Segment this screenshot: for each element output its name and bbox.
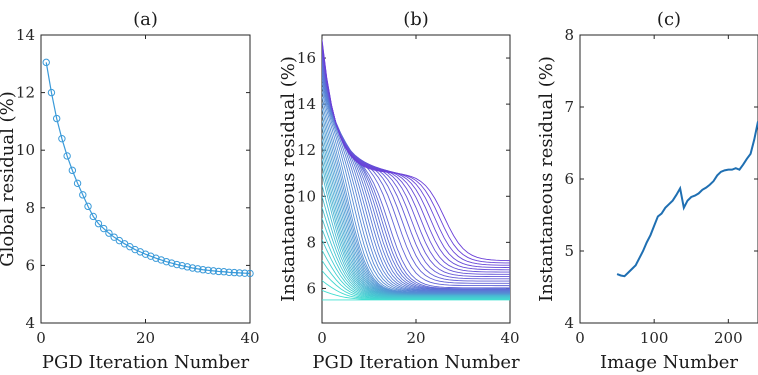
data-point — [162, 257, 171, 266]
data-point — [105, 229, 113, 237]
panel-label: (b) — [403, 9, 429, 30]
data-point — [73, 179, 82, 188]
y-tick-label: 14 — [297, 95, 316, 113]
y-tick-label: 7 — [564, 98, 574, 116]
x-tick-label: 40 — [240, 329, 259, 347]
y-tick-label: 5 — [564, 242, 574, 260]
data-point — [199, 266, 207, 274]
plot-frame — [579, 34, 758, 324]
y-tick-label: 4 — [25, 314, 35, 332]
y-tick-label: 10 — [297, 187, 316, 205]
panel-c: 0 100 200 4 5 6 7 8 (c) Image Number Instantaneous… — [536, 9, 758, 373]
x-tick-label: 0 — [36, 329, 46, 347]
x-tick-label: 0 — [317, 329, 327, 347]
data-point — [141, 250, 150, 258]
y-tick-label: 4 — [564, 314, 574, 332]
y-tick-label: 12 — [16, 84, 35, 102]
panel-label: (c) — [657, 9, 681, 30]
y-tick-label: 6 — [306, 279, 316, 297]
x-tick-label: 0 — [575, 329, 585, 347]
data-point — [115, 236, 124, 245]
x-tick-label: 40 — [500, 329, 519, 347]
data-point — [110, 233, 118, 241]
panel-b: 0 20 40 6 8 10 12 14 16 (b) PGD Iteration Number In… — [278, 9, 520, 373]
y-axis-label: Instantaneous residual (%) — [278, 56, 299, 302]
x-tick-label: 200 — [714, 329, 743, 347]
data-point — [63, 152, 71, 160]
data-point — [178, 261, 186, 270]
series-line — [45, 62, 251, 275]
y-tick-label: 8 — [25, 199, 35, 217]
panel-label: (a) — [133, 9, 158, 30]
x-tick-label: 20 — [406, 329, 425, 347]
panel-a: 0 20 40 4 6 8 10 12 14 (a) PGD Iteration Number Glo… — [0, 9, 260, 373]
x-axis-label: PGD Iteration Number — [312, 352, 520, 373]
y-tick-label: 6 — [564, 170, 574, 188]
data-point — [173, 260, 181, 269]
data-point — [94, 219, 103, 228]
data-point — [52, 114, 61, 123]
data-point — [68, 166, 77, 175]
data-point — [204, 266, 212, 274]
y-tick-label: 6 — [25, 256, 35, 274]
series-line — [322, 39, 510, 262]
data-point — [147, 252, 155, 260]
x-tick-label: 100 — [640, 329, 669, 347]
series-line — [322, 82, 510, 293]
y-tick-label: 8 — [564, 26, 574, 44]
data-point — [220, 268, 228, 276]
data-point — [188, 264, 197, 272]
data-point — [152, 254, 160, 262]
y-tick-label: 10 — [16, 141, 35, 159]
data-point — [241, 269, 249, 277]
data-point — [100, 224, 108, 233]
data-point — [157, 256, 165, 264]
data-point — [230, 268, 239, 277]
data-point — [47, 88, 56, 97]
y-tick-label: 14 — [16, 26, 35, 44]
series-line — [322, 54, 510, 284]
data-point — [246, 269, 254, 278]
data-point — [214, 267, 223, 276]
x-tick-label: 20 — [136, 329, 155, 347]
data-point — [194, 265, 202, 273]
data-point — [58, 134, 66, 143]
series-line — [322, 57, 510, 289]
data-point — [183, 263, 192, 271]
plot-frame — [40, 34, 251, 324]
data-point — [89, 212, 97, 221]
data-point — [42, 58, 50, 67]
y-axis-label: Instantaneous residual (%) — [536, 56, 557, 302]
data-point — [79, 191, 87, 199]
y-tick-label: 8 — [306, 233, 316, 251]
data-point — [235, 269, 244, 277]
curve-group — [322, 39, 510, 301]
data-point — [225, 268, 233, 277]
series-line — [616, 121, 758, 278]
y-tick-label: 16 — [297, 49, 316, 67]
x-axis-label: PGD Iteration Number — [42, 352, 250, 373]
data-point — [167, 259, 176, 267]
data-point — [209, 267, 218, 275]
x-axis-label: Image Number — [600, 352, 738, 373]
data-point — [84, 202, 92, 211]
y-tick-label: 12 — [297, 141, 316, 159]
y-axis-label: Global residual (%) — [0, 91, 18, 266]
